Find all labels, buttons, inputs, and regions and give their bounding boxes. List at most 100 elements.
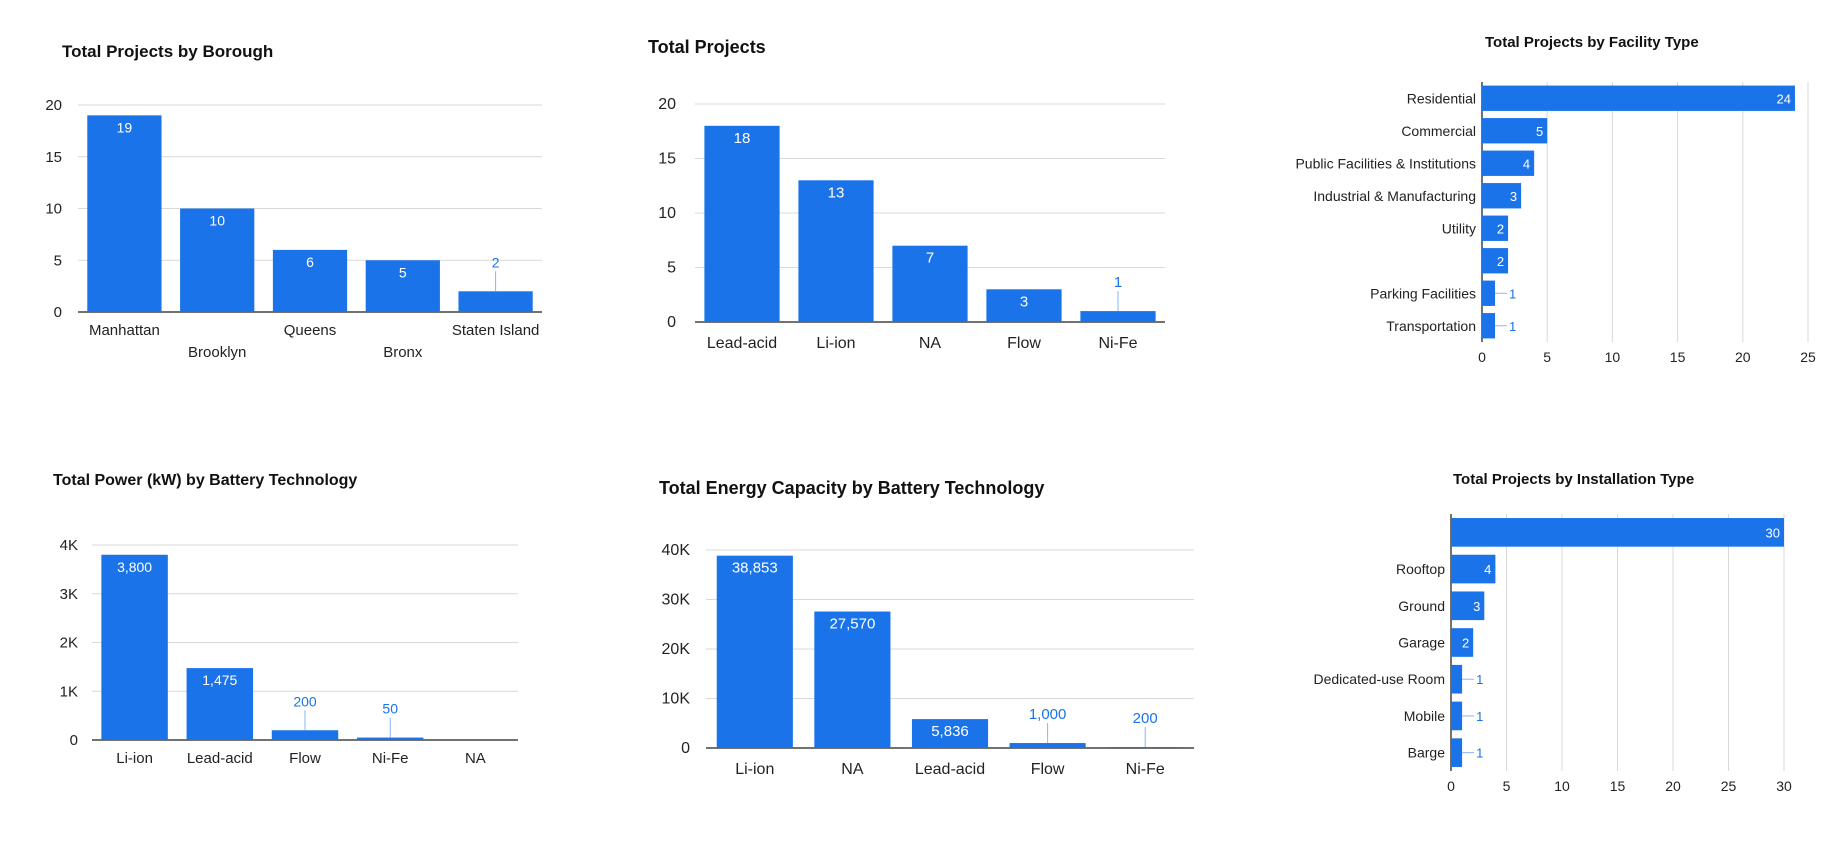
y-category-label: Mobile (1404, 708, 1445, 724)
bar (186, 668, 254, 740)
chart-title: Total Projects (648, 37, 766, 57)
data-label: 2 (1497, 254, 1504, 269)
data-label: 2 (492, 254, 500, 270)
data-label: 1,475 (202, 672, 237, 688)
data-label: 1 (1476, 709, 1483, 724)
x-category-label: Queens (284, 322, 337, 339)
data-label: 5,836 (931, 723, 969, 740)
x-tick-label: 15 (1670, 349, 1686, 365)
x-category-label: Li-ion (735, 761, 774, 778)
bar (1451, 738, 1463, 767)
data-label: 1 (1476, 672, 1483, 687)
x-tick-label: 25 (1721, 778, 1737, 794)
x-category-label: Lead-acid (187, 750, 253, 767)
y-category-label: Barge (1408, 745, 1446, 761)
data-label: 2 (1462, 636, 1469, 651)
bar (180, 208, 255, 312)
bar (365, 260, 440, 312)
y-tick-label: 20 (45, 97, 62, 114)
y-tick-label: 3K (60, 586, 78, 603)
data-label: 4 (1484, 562, 1491, 577)
x-category-label: NA (841, 761, 864, 778)
x-category-label: Manhattan (89, 322, 160, 339)
x-category-label: Li-ion (816, 335, 855, 352)
data-label: 7 (926, 250, 934, 267)
bar (1107, 747, 1184, 748)
bar (892, 245, 968, 322)
x-category-label: Brooklyn (188, 344, 246, 361)
y-tick-label: 1K (60, 683, 78, 700)
y-category-label: Dedicated-use Room (1313, 671, 1445, 687)
x-tick-label: 5 (1503, 778, 1511, 794)
bar (1009, 743, 1086, 748)
data-label: 13 (828, 184, 845, 201)
y-category-label: Public Facilities & Institutions (1295, 155, 1476, 171)
bar (814, 611, 891, 748)
y-tick-label: 0 (54, 304, 62, 321)
x-category-label: Flow (289, 750, 321, 767)
x-category-label: Lead-acid (707, 335, 777, 352)
data-label: 1 (1476, 746, 1483, 761)
chart-title: Total Energy Capacity by Battery Technol… (659, 478, 1045, 498)
bar (458, 291, 533, 312)
y-tick-label: 4K (60, 537, 78, 554)
x-category-label: Ni-Fe (1098, 335, 1137, 352)
bar (1482, 280, 1496, 306)
data-label: 6 (306, 254, 314, 270)
y-tick-label: 20K (662, 641, 691, 658)
x-category-label: Flow (1031, 761, 1065, 778)
y-category-label: Utility (1442, 220, 1476, 236)
bar (1451, 701, 1463, 731)
y-tick-label: 0 (70, 732, 78, 749)
data-label: 24 (1776, 91, 1790, 106)
x-category-label: Lead-acid (915, 761, 985, 778)
bar (1451, 591, 1485, 621)
bar (1482, 150, 1535, 176)
bar (1451, 554, 1496, 584)
data-label: 1 (1509, 286, 1516, 301)
data-label: 200 (1133, 710, 1158, 727)
x-category-label: NA (465, 750, 486, 767)
x-tick-label: 20 (1665, 778, 1681, 794)
data-label: 38,853 (732, 560, 778, 577)
bar (272, 249, 348, 312)
x-category-label: Bronx (383, 344, 423, 361)
data-label: 19 (117, 119, 133, 135)
x-tick-label: 20 (1735, 349, 1751, 365)
bar (798, 180, 874, 322)
y-category-label: Rooftop (1396, 561, 1445, 577)
bar (986, 289, 1062, 322)
bar (101, 554, 168, 740)
chart-title: Total Power (kW) by Battery Technology (53, 472, 358, 489)
y-tick-label: 2K (60, 635, 78, 652)
data-label: 200 (293, 693, 317, 709)
bar (1482, 183, 1522, 209)
y-tick-label: 10 (45, 201, 62, 218)
data-label: 50 (382, 701, 398, 717)
y-tick-label: 15 (45, 149, 62, 166)
data-label: 30 (1766, 525, 1780, 540)
bar (1482, 248, 1509, 274)
y-tick-label: 30K (662, 592, 691, 609)
chart-title: Total Projects by Borough (62, 42, 274, 61)
x-tick-label: 30 (1776, 778, 1792, 794)
y-tick-label: 15 (658, 151, 676, 168)
x-category-label: Flow (1007, 335, 1041, 352)
bar (1451, 664, 1463, 694)
y-tick-label: 0 (681, 740, 690, 757)
y-tick-label: 5 (667, 260, 676, 277)
x-category-label: NA (919, 335, 942, 352)
x-category-label: Ni-Fe (1126, 761, 1165, 778)
data-label: 5 (1536, 124, 1543, 139)
x-tick-label: 10 (1605, 349, 1621, 365)
y-category-label: Parking Facilities (1370, 285, 1476, 301)
chart-title: Total Projects by Facility Type (1485, 34, 1699, 51)
bar (1482, 313, 1496, 339)
bar (1482, 85, 1795, 111)
y-category-label: Commercial (1401, 123, 1476, 139)
chart-title: Total Projects by Installation Type (1453, 471, 1695, 488)
